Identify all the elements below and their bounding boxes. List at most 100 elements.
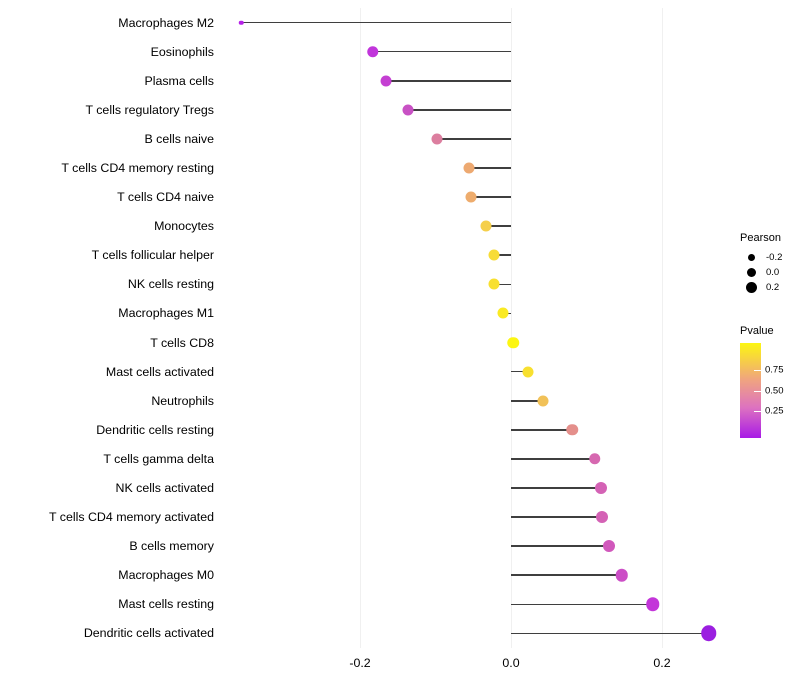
lollipop-row	[222, 270, 722, 299]
lollipop-row	[222, 37, 722, 66]
y-axis-tick-label: Monocytes	[154, 219, 214, 234]
lollipop-stem	[385, 79, 511, 82]
lollipop-dot[interactable]	[380, 75, 392, 87]
colorbar-tick	[754, 369, 761, 371]
lollipop-row	[222, 532, 722, 561]
lollipop-stem	[486, 225, 511, 227]
lollipop-row	[222, 241, 722, 270]
legend-pearson-entry: -0.2	[740, 250, 800, 265]
legend-pearson-label: 0.2	[766, 282, 780, 293]
legend-pearson-key	[740, 254, 762, 261]
legend-pearson-key	[740, 282, 762, 293]
lollipop-row	[222, 153, 722, 182]
lollipop-stem	[372, 50, 511, 53]
y-axis-tick-label: Macrophages M2	[118, 15, 214, 30]
lollipop-dot[interactable]	[497, 307, 509, 319]
y-axis-tick-label: NK cells resting	[127, 277, 214, 292]
lollipop-dot[interactable]	[537, 395, 549, 407]
colorbar-tick	[754, 390, 761, 392]
lollipop-dot[interactable]	[463, 162, 475, 174]
lollipop-dot[interactable]	[488, 249, 500, 261]
lollipop-dot[interactable]	[701, 625, 717, 642]
lollipop-dot[interactable]	[402, 104, 414, 116]
lollipop-stem	[511, 632, 709, 635]
legend-pvalue: Pvalue 0.75 0.50 0.25	[740, 325, 800, 438]
lollipop-dot[interactable]	[566, 424, 578, 436]
legend-pearson-entry: 0.2	[740, 280, 800, 295]
y-axis-tick-label: T cells CD4 memory activated	[48, 510, 214, 525]
lollipop-stem	[511, 458, 595, 460]
y-axis-tick-label: Neutrophils	[151, 393, 214, 408]
colorbar-tick-label: 0.75	[765, 364, 784, 376]
gridline-0	[360, 8, 361, 648]
y-axis-tick-label: B cells naive	[144, 131, 214, 146]
lollipop-stem	[511, 516, 602, 518]
lollipop-dot[interactable]	[646, 597, 660, 612]
legend-pearson-label: -0.2	[766, 252, 783, 263]
x-axis: -0.2 0.0 0.2	[222, 650, 722, 680]
lollipop-row	[222, 590, 722, 619]
x-axis-tick-label: 0.2	[653, 656, 671, 670]
y-axis-tick-label: Dendritic cells activated	[83, 626, 214, 641]
y-axis-tick-label: T cells CD8	[150, 335, 214, 350]
gridline-1	[511, 8, 512, 648]
lollipop-stem	[470, 196, 511, 198]
colorbar-tick-label: 0.25	[765, 405, 784, 417]
lollipop-dot[interactable]	[595, 511, 608, 524]
colorbar-tick-label: 0.50	[765, 385, 784, 396]
y-axis-tick-label: Plasma cells	[144, 73, 214, 88]
y-axis-tick-label: Dendritic cells resting	[96, 422, 214, 437]
lollipop-dot[interactable]	[488, 278, 500, 290]
lollipop-row	[222, 299, 722, 328]
colorbar-wrap: 0.75 0.50 0.25	[740, 343, 792, 438]
y-axis-tick-label: NK cells activated	[115, 481, 214, 495]
x-axis-tick-label: -0.2	[349, 656, 371, 670]
lollipop-stem	[437, 138, 511, 140]
lollipop-stem	[511, 370, 528, 373]
y-axis-tick-label: T cells regulatory Tregs	[85, 102, 214, 117]
lollipop-row	[222, 444, 722, 473]
y-axis-tick-label: Mast cells activated	[105, 364, 214, 379]
x-axis-tick-label: 0.0	[502, 656, 520, 670]
lollipop-stem	[493, 254, 511, 257]
lollipop-dot[interactable]	[480, 220, 492, 232]
lollipop-dot[interactable]	[522, 366, 534, 378]
y-axis-labels: Macrophages M2 Eosinophils Plasma cells T c…	[0, 8, 214, 648]
lollipop-row	[222, 95, 722, 124]
y-axis-tick-label: Eosinophils	[150, 44, 214, 59]
legend-pearson-title: Pearson	[740, 232, 781, 244]
lollipop-row	[222, 66, 722, 95]
y-axis-tick-label: Mast cells resting	[118, 597, 214, 612]
y-axis-tick-label: T cells CD4 memory resting	[61, 161, 214, 175]
legend-pearson-entries: -0.2 0.0 0.2	[740, 250, 800, 295]
lollipop-row	[222, 357, 722, 386]
gridline-2	[662, 8, 663, 648]
lollipop-dot[interactable]	[465, 191, 477, 203]
lollipop-dot[interactable]	[594, 481, 607, 494]
lollipop-stem	[511, 399, 543, 402]
lollipop-row	[222, 183, 722, 212]
lollipop-stem	[493, 283, 511, 286]
colorbar	[740, 343, 761, 438]
lollipop-dot[interactable]	[589, 453, 601, 465]
lollipop-stem	[511, 545, 610, 547]
lollipop-row	[222, 124, 722, 153]
lollipop-row	[222, 212, 722, 241]
y-axis-tick-label: Macrophages M0	[118, 568, 214, 583]
lollipop-dot[interactable]	[507, 336, 519, 349]
lollipop-stem	[511, 574, 622, 577]
lollipop-stem	[408, 109, 511, 111]
legend-pearson: Pearson -0.2 0.0 0.2	[740, 232, 800, 295]
lollipop-dot[interactable]	[603, 540, 616, 553]
lollipop-row	[222, 8, 722, 37]
lollipop-row	[222, 386, 722, 415]
lollipop-dot[interactable]	[615, 569, 629, 582]
legend-pearson-key	[740, 268, 762, 277]
lollipop-dot[interactable]	[431, 133, 443, 145]
plot-panel	[222, 8, 722, 648]
legend-pearson-dot	[746, 268, 756, 277]
legend-pearson-entry: 0.0	[740, 265, 800, 280]
lollipop-dot[interactable]	[239, 20, 244, 25]
lollipop-dot[interactable]	[367, 45, 379, 58]
